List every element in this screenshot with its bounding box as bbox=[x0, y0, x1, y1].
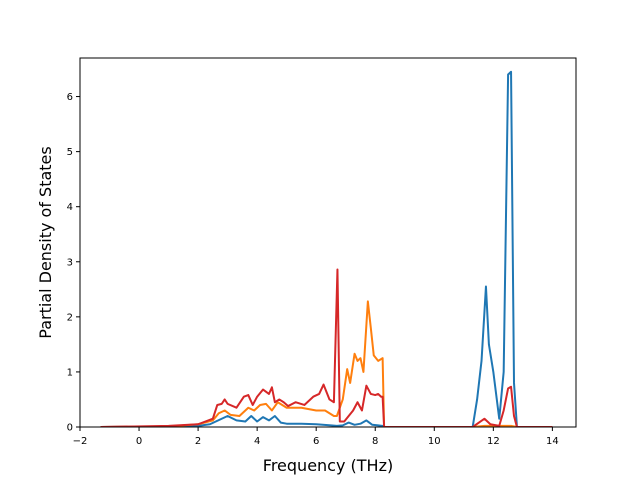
y-tick-label: 0 bbox=[67, 423, 73, 434]
x-tick-label: 14 bbox=[546, 436, 559, 447]
series-layer bbox=[100, 70, 553, 427]
series-line-3 bbox=[100, 268, 553, 427]
x-tick-label: −2 bbox=[73, 436, 88, 447]
x-tick-label: 8 bbox=[372, 436, 378, 447]
x-tick-label: 0 bbox=[136, 436, 142, 447]
x-tick-label: 2 bbox=[195, 436, 201, 447]
y-tick-label: 2 bbox=[67, 312, 73, 323]
plot-frame bbox=[79, 57, 577, 428]
x-tick-label: 6 bbox=[313, 436, 319, 447]
y-tick-label: 3 bbox=[67, 257, 73, 268]
series-line-1 bbox=[100, 70, 553, 427]
x-axis-ticks: −2 0 2 4 6 8 10 12 14 bbox=[73, 427, 559, 447]
x-tick-label: 10 bbox=[428, 436, 441, 447]
x-axis-label: Frequency (THz) bbox=[263, 456, 393, 475]
y-tick-label: 4 bbox=[67, 202, 73, 213]
y-axis-ticks: 0 1 2 3 4 5 6 bbox=[67, 92, 80, 434]
y-tick-label: 1 bbox=[67, 367, 73, 378]
x-tick-label: 4 bbox=[254, 436, 260, 447]
x-tick-label: 12 bbox=[487, 436, 500, 447]
y-tick-label: 5 bbox=[67, 147, 73, 158]
y-tick-label: 6 bbox=[67, 92, 73, 103]
y-axis-label: Partial Density of States bbox=[36, 146, 55, 338]
